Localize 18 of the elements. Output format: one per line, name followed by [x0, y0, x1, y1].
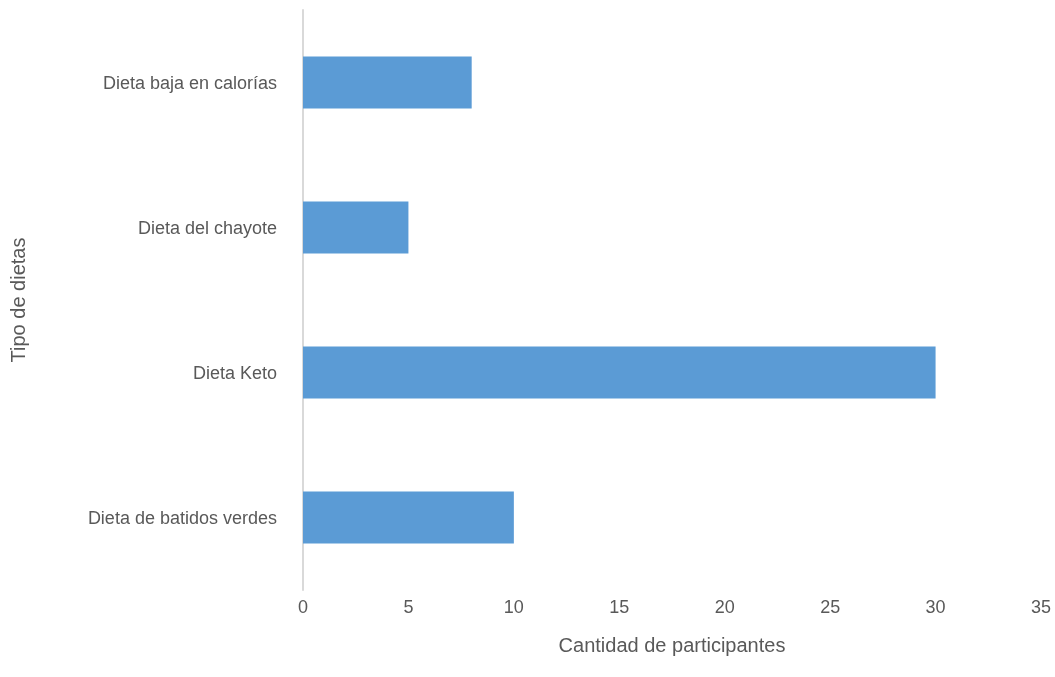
x-tick-label: 35 — [1030, 597, 1052, 617]
x-tick-label: 0 — [297, 597, 309, 617]
bar — [303, 491, 514, 544]
x-tick-label: 25 — [820, 597, 841, 617]
x-tick-label: 30 — [925, 597, 946, 617]
bar — [303, 201, 409, 254]
bar — [303, 346, 936, 399]
y-tick-label: Dieta Keto — [192, 362, 277, 383]
x-tick-label: 20 — [714, 597, 735, 617]
y-tick-label: Dieta de batidos verdes — [87, 507, 277, 528]
bar — [303, 56, 472, 109]
x-tick-label: 5 — [403, 597, 414, 617]
y-axis-title: Tipo de dietas — [7, 237, 29, 363]
y-tick-label: Dieta del chayote — [137, 217, 277, 238]
y-tick-label: Dieta baja en calorías — [102, 72, 277, 93]
x-tick-label: 10 — [503, 597, 524, 617]
x-tick-label: 15 — [609, 597, 630, 617]
x-axis-title: Cantidad de participantes — [558, 634, 786, 656]
